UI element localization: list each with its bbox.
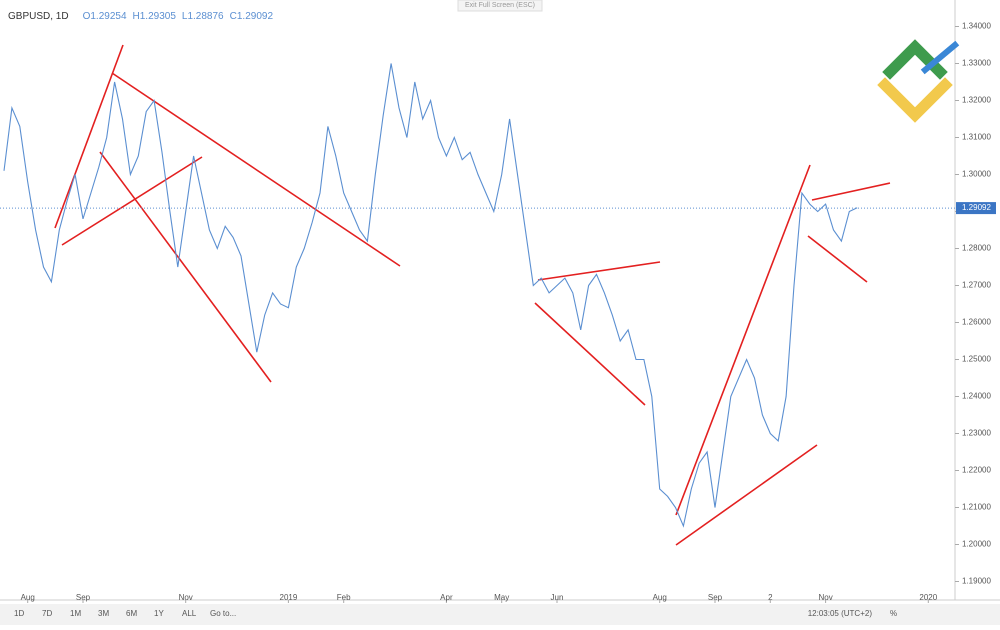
range-button[interactable]: ALL bbox=[182, 609, 197, 618]
y-tick-label: 1.32000 bbox=[962, 96, 991, 105]
range-button[interactable]: 6M bbox=[126, 609, 137, 618]
y-tick-label: 1.34000 bbox=[962, 22, 991, 31]
x-tick-label: Jun bbox=[551, 593, 564, 602]
y-tick-label: 1.28000 bbox=[962, 244, 991, 253]
x-tick-label: Sep bbox=[76, 593, 91, 602]
logo bbox=[877, 39, 960, 123]
trend-line bbox=[61, 156, 203, 246]
last-price-box bbox=[956, 202, 996, 215]
x-tick-label: Apr bbox=[440, 593, 453, 602]
y-tick-label: 1.23000 bbox=[962, 429, 991, 438]
range-button[interactable]: 1M bbox=[70, 609, 81, 618]
trend-line bbox=[54, 44, 124, 229]
trend-line bbox=[534, 302, 646, 406]
x-tick-label: 2 bbox=[768, 593, 773, 602]
ohlc-key: O bbox=[83, 11, 91, 22]
exit-button-label[interactable]: Exit Full Screen (ESC) bbox=[465, 2, 535, 9]
ohlc-key: L bbox=[182, 11, 188, 22]
logo-blue bbox=[920, 40, 960, 75]
y-tick-label: 1.21000 bbox=[962, 503, 991, 512]
trend-line bbox=[675, 444, 818, 546]
trend-line bbox=[675, 164, 811, 516]
y-tick-label: 1.20000 bbox=[962, 540, 991, 549]
logo-yellow bbox=[877, 77, 953, 123]
header: GBPUSD, 1D O1.29254 H1.29305 L1.28876 C1.290… bbox=[8, 11, 273, 22]
range-button[interactable]: 3M bbox=[98, 609, 109, 618]
trend-line bbox=[99, 151, 272, 383]
y-tick-label: 1.22000 bbox=[962, 466, 991, 475]
x-tick-label: May bbox=[494, 593, 509, 602]
percent-button[interactable]: % bbox=[890, 609, 897, 618]
last-price-label: 1.29092 bbox=[962, 203, 991, 212]
x-tick-label: Aug bbox=[21, 593, 35, 602]
y-tick-label: 1.30000 bbox=[962, 170, 991, 179]
trend-line bbox=[111, 72, 401, 267]
goto-button[interactable]: Go to... bbox=[210, 609, 236, 618]
symbol: GBPUSD, 1D bbox=[8, 11, 69, 22]
y-tick-label: 1.27000 bbox=[962, 281, 991, 290]
x-tick-label: Nov bbox=[818, 593, 832, 602]
ohlc-value: 1.28876 bbox=[187, 11, 224, 22]
toolbar bbox=[0, 604, 1000, 625]
x-tick-label: Nov bbox=[179, 593, 193, 602]
ohlc-value: 1.29254 bbox=[90, 11, 127, 22]
ohlc-value: 1.29305 bbox=[140, 11, 177, 22]
y-tick-label: 1.19000 bbox=[962, 577, 991, 586]
x-tick-label: Feb bbox=[337, 593, 351, 602]
x-tick-label: 2019 bbox=[280, 593, 298, 602]
y-tick-label: 1.31000 bbox=[962, 133, 991, 142]
x-tick-label: Aug bbox=[653, 593, 667, 602]
range-button[interactable]: 1Y bbox=[154, 609, 164, 618]
clock: 12:03:05 (UTC+2) bbox=[808, 609, 873, 618]
y-tick-label: 1.25000 bbox=[962, 355, 991, 364]
exit-button[interactable] bbox=[457, 0, 543, 12]
ohlc-key: C bbox=[230, 11, 237, 22]
y-tick-label: 1.24000 bbox=[962, 392, 991, 401]
trend-line bbox=[537, 261, 661, 281]
x-tick-label: Sep bbox=[708, 593, 723, 602]
ohlc-key: H bbox=[133, 11, 140, 22]
trend-line bbox=[811, 182, 891, 201]
trend-line bbox=[807, 235, 868, 283]
y-tick-label: 1.33000 bbox=[962, 59, 991, 68]
range-button[interactable]: 7D bbox=[42, 609, 52, 618]
range-button[interactable]: 1D bbox=[14, 609, 24, 618]
ohlc-value: 1.29092 bbox=[237, 11, 274, 22]
price-line bbox=[3, 63, 858, 528]
trend-lines bbox=[54, 44, 891, 546]
y-tick-label: 1.26000 bbox=[962, 318, 991, 327]
x-tick-label: 2020 bbox=[919, 593, 937, 602]
